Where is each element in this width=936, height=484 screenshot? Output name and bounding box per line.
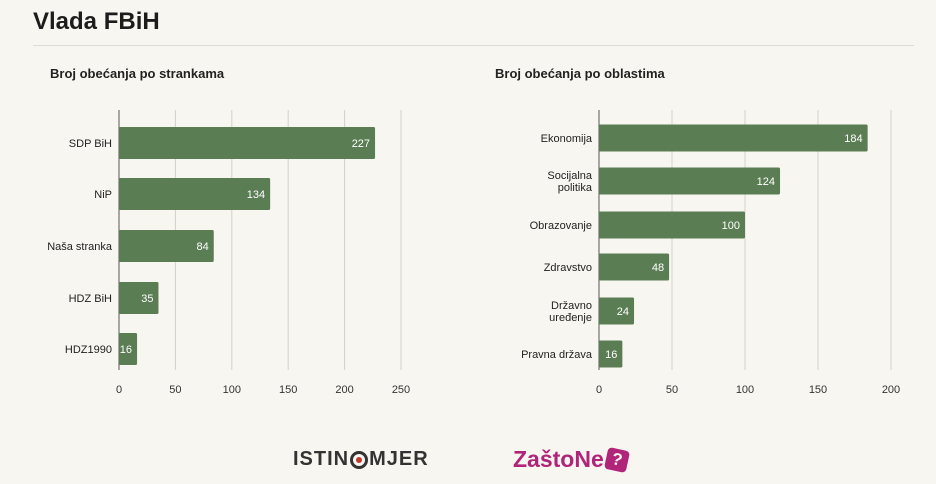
category-label: SDP BiH [69, 138, 112, 150]
category-label: Ekonomija [541, 133, 593, 145]
bar-value-label: 100 [722, 220, 740, 232]
bar-value-label: 84 [197, 241, 209, 253]
category-label: Naša stranka [47, 241, 113, 253]
istinomjer-logo-text-2: MJER [369, 448, 429, 470]
category-label: NiP [94, 189, 112, 201]
x-tick-label: 100 [736, 384, 754, 396]
x-tick-label: 200 [335, 384, 353, 396]
bar-nip [119, 178, 271, 210]
category-label: Zdravstvo [544, 262, 592, 274]
bar-socijalna-politika [599, 167, 781, 195]
x-tick-label: 150 [279, 384, 297, 396]
bar-nasa-stranka [119, 230, 214, 262]
bar-ekonomija [599, 124, 868, 152]
x-tick-label: 0 [596, 384, 602, 396]
page-title: Vlada FBiH [33, 8, 160, 35]
istinomjer-logo-text-1: ISTIN [293, 448, 350, 470]
category-label: Pravna država [521, 349, 593, 361]
istinomjer-logo-mark [350, 450, 369, 469]
category-label: Obrazovanje [530, 220, 592, 232]
zastone-logo-text: ZaštoNe [513, 446, 604, 472]
chart-title-parties: Broj obećanja po strankama [50, 66, 225, 81]
bar-value-label: 16 [605, 349, 617, 361]
bar-sdp-bih [119, 127, 376, 159]
category-label: Socijalna politika [547, 170, 593, 194]
zastone-logo: ZaštoNe? [513, 446, 630, 473]
bar-value-label: 227 [352, 138, 370, 150]
bar-value-label: 24 [617, 306, 629, 318]
bar-value-label: 35 [141, 293, 153, 305]
zastone-logo-mark: ? [603, 446, 630, 473]
bar-pravna-drzava [599, 340, 623, 368]
bar-value-label: 124 [757, 176, 775, 188]
category-label: HDZ BiH [69, 293, 112, 305]
category-label: Državno uređenje [549, 300, 592, 324]
bar-hdz-bih [119, 282, 159, 314]
bar-zdravstvo [599, 253, 670, 281]
chart-title-areas: Broj obećanja po oblastima [495, 66, 665, 81]
x-tick-label: 250 [392, 384, 410, 396]
header-divider [33, 45, 914, 46]
bar-obrazovanje [599, 211, 745, 239]
bar-value-label: 184 [844, 133, 862, 145]
category-label: HDZ1990 [65, 344, 112, 356]
bar-drzavno-uredenje [599, 297, 635, 325]
istinomjer-logo: ISTIN MJER [293, 448, 429, 471]
bar-value-label: 134 [247, 189, 265, 201]
bar-hdz1990 [119, 333, 138, 365]
x-tick-label: 200 [882, 384, 900, 396]
x-tick-label: 100 [223, 384, 241, 396]
x-tick-label: 50 [666, 384, 678, 396]
bar-value-label: 48 [652, 262, 664, 274]
x-tick-label: 50 [169, 384, 181, 396]
x-tick-label: 150 [809, 384, 827, 396]
bar-value-label: 16 [120, 344, 132, 356]
x-tick-label: 0 [116, 384, 122, 396]
